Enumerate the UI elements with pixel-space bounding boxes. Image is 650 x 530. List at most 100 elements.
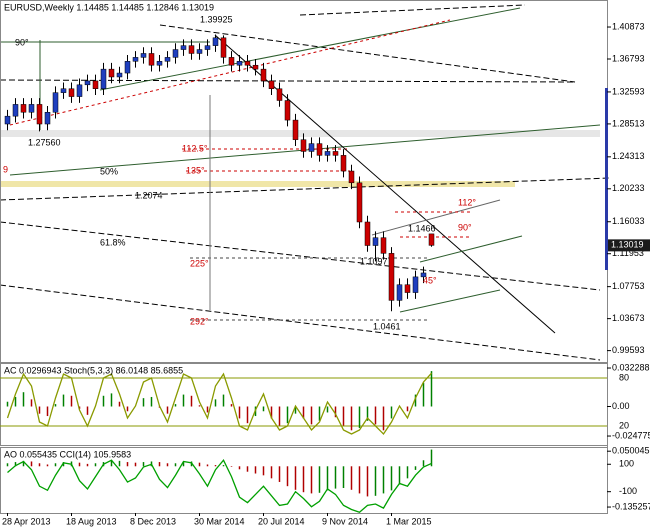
candle-body [44,112,51,125]
candle-body [300,139,307,152]
y-tick-label: -0.135257 [612,501,650,511]
candle-body [412,276,419,293]
y2-tick-label: 80 [619,372,629,382]
drawing-line [159,24,576,83]
indicator-line [6,372,432,436]
annotation: 90° [458,222,472,232]
annotation: 112° [458,197,476,207]
annotation: 9 [3,164,8,174]
x-tick-label: 28 Apr 2013 [2,516,51,526]
drawing-line [299,4,526,16]
chart-title: EURUSD,Weekly 1.14485 1.14485 1.12846 1.… [4,2,214,12]
candle-body [52,92,59,113]
candle-body [148,53,155,66]
annotation: 1.1097 [360,256,388,266]
candle-body [284,100,291,121]
candle-body [396,284,403,301]
y2-tick-label: 20 [619,420,629,430]
candle-body [156,61,163,66]
x-tick-label: 18 Aug 2013 [66,516,117,526]
annotation: 1.1466 [408,223,436,233]
annotation: 1.39925 [200,14,233,24]
x-tick-label: 30 Mar 2014 [194,516,245,526]
candle-body [332,151,339,156]
y-tick-label: 1.20233 [612,183,645,193]
annotation: 292° [190,316,209,326]
y-tick-label: -0.024775 [612,430,650,440]
drawing-line [0,221,601,291]
candle-body [172,49,179,58]
annotation: 135° [186,165,205,175]
candle-body [132,57,139,62]
candle-body [124,61,131,74]
annotation: 45° [423,275,437,285]
candle-body [292,119,299,140]
candle-body [28,104,35,113]
y-tick-label: 1.24313 [612,151,645,161]
candle-body [204,45,211,50]
y-tick-label: 0.00 [612,401,630,411]
candle-body [348,170,355,184]
drawing-line [0,177,611,201]
candle-body [60,88,67,93]
annotation: 112.5° [182,143,208,153]
x-tick-label: 8 Dec 2013 [130,516,176,526]
last-price-box [608,239,650,252]
drawing-line [0,284,601,361]
candle-body [252,64,259,70]
candle-body [140,53,147,58]
annotation: 1.2074 [135,190,163,200]
candle-body [92,80,99,89]
candle-body [428,233,435,246]
y-tick-label: 1.28513 [612,118,645,128]
annotation: 225° [190,258,209,268]
panel-title: AC 0.0296943 Stoch(5,3,3) 86.0148 85.685… [4,365,183,375]
scroll-marker [605,88,608,270]
y-tick-label: 1.32593 [612,86,645,96]
candle-body [356,182,363,223]
candle-body [268,80,275,89]
annotation: 90° [15,37,29,47]
candle-body [76,84,83,97]
candle-body [420,272,427,278]
candle-body [404,284,411,293]
candle-body [388,253,395,301]
y-tick-label: 1.36793 [612,53,645,63]
candle-body [228,57,235,66]
candle-body [372,237,379,246]
y-tick-label: 1.40873 [612,21,645,31]
candle-body [340,155,347,172]
drawing-line [419,235,523,263]
candle-body [308,143,315,152]
drawing-line [99,7,521,91]
annotation: 50% [100,166,118,176]
candle-body [68,88,75,97]
x-tick-label: 20 Jul 2014 [258,516,305,526]
candle-body [84,80,91,86]
candle-body [244,61,251,66]
candle-body [116,72,123,78]
annotation: 1.0461 [373,321,401,331]
y-tick-label: 1.11953 [612,248,644,258]
candle-body [196,49,203,54]
candle-body [380,237,387,254]
highlight-band [0,181,515,187]
y-tick-label: 0.99593 [612,345,645,355]
last-price-label: 1.13019 [611,240,644,250]
candle-body [180,45,187,50]
drawing-line [399,289,501,313]
annotation: 1.27560 [28,137,61,147]
y-tick-label: 1.16033 [612,216,645,226]
y2-tick-label: 100 [619,459,634,469]
y-tick-label: 1.03673 [612,313,645,323]
candle-body [316,143,323,156]
candle-body [164,57,171,62]
candle-body [324,151,331,156]
y-tick-label: 1.07753 [612,281,645,291]
y-tick-label: 0.032288 [612,362,650,372]
candle-body [276,88,283,101]
panel-title: AO 0.055435 CCI(14) 105.9583 [4,449,131,459]
x-tick-label: 9 Nov 2014 [322,516,368,526]
gray-band [0,130,600,137]
